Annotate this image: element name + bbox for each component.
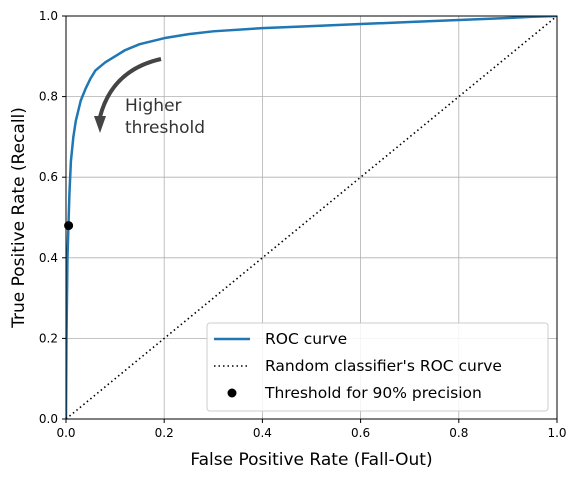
annotation-line-2: threshold [125, 118, 205, 138]
x-tick-label: 0.2 [155, 426, 174, 440]
x-tick-label: 0.6 [351, 426, 370, 440]
legend-label-random: Random classifier's ROC curve [265, 357, 502, 375]
legend-label-roc: ROC curve [265, 330, 347, 348]
x-tick-label: 0.0 [56, 426, 75, 440]
y-tick-label: 0.2 [39, 331, 58, 345]
annotation-line-1: Higher [125, 96, 182, 116]
y-tick-label: 0.4 [39, 251, 58, 265]
legend-label-threshold: Threshold for 90% precision [264, 384, 482, 402]
x-axis-label: False Positive Rate (Fall-Out) [190, 450, 432, 470]
legend-swatch-threshold [227, 388, 237, 398]
legend: ROC curve Random classifier's ROC curve … [206, 322, 549, 412]
grid [65, 15, 558, 420]
annotation-text: Higher threshold [125, 96, 205, 138]
annotation-arrow [94, 57, 162, 133]
roc-curve-line [66, 16, 557, 419]
plot-frame [65, 15, 558, 420]
y-tick-label: 0.8 [39, 90, 58, 104]
y-tick-label: 1.0 [39, 9, 58, 23]
x-tick-label: 0.4 [253, 426, 272, 440]
y-tick-label: 0.6 [39, 170, 58, 184]
legend-box [206, 322, 549, 412]
x-tick-label: 1.0 [547, 426, 566, 440]
y-axis-label: True Positive Rate (Recall) [9, 107, 29, 329]
points-layer [64, 221, 74, 231]
series-layer [66, 16, 557, 419]
y-tick-label: 0.0 [39, 412, 58, 426]
ticks: 0.0 0.2 0.4 0.6 0.8 1.0 0.0 0.2 0.4 0.6 0.8 1.0 [39, 9, 567, 440]
threshold-point [64, 221, 74, 231]
x-tick-label: 0.8 [449, 426, 468, 440]
